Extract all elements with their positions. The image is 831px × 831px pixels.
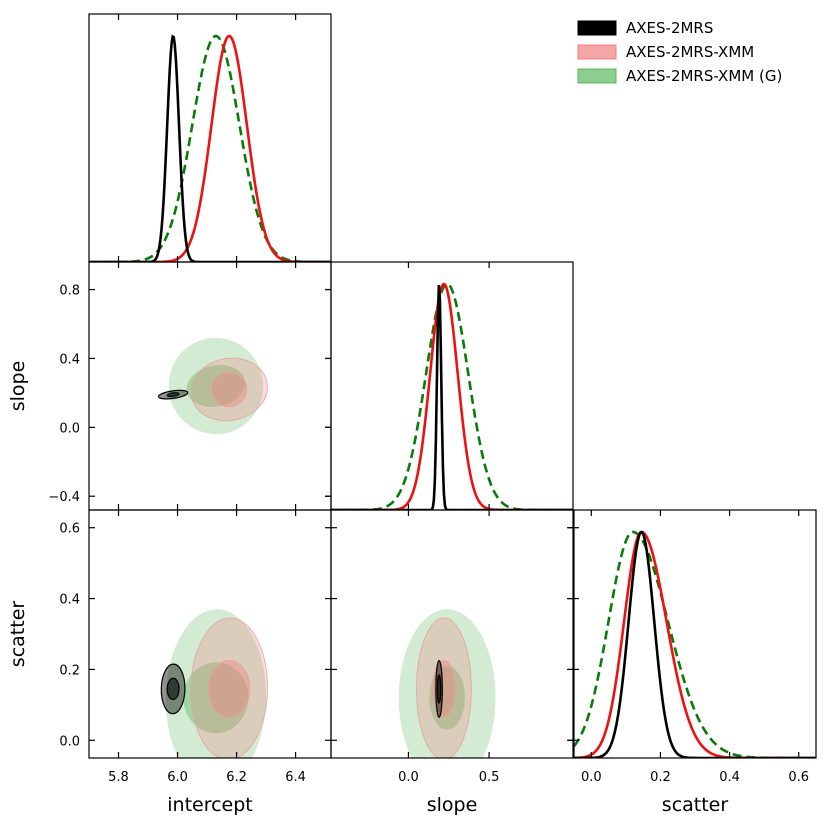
panel-frame <box>330 509 574 759</box>
y-tick-label-scatter: 0.0 <box>59 734 80 749</box>
contour-1sigma-axes-2mrs-xmm-g- <box>186 364 246 408</box>
contour-2sigma-axes-2mrs-xmm <box>190 617 268 758</box>
panel-frame <box>573 509 817 759</box>
x-tick-label-intercept: 5.8 <box>108 770 129 785</box>
panel-scatter-vs-slope <box>398 609 496 758</box>
legend-swatch <box>577 44 617 60</box>
y-tick-label-slope: −0.4 <box>48 490 80 505</box>
x-axis-label-intercept: intercept <box>167 794 253 816</box>
contour-2sigma-axes-2mrs-xmm-g- <box>165 609 267 758</box>
x-tick-label-scatter: 0.0 <box>581 770 602 785</box>
pdf-line-axes-2mrs <box>574 530 816 758</box>
legend-entry-label: AXES-2MRS-XMM (G) <box>626 67 782 85</box>
y-tick-label-slope: 0.4 <box>59 352 80 367</box>
y-tick-label-scatter: 0.6 <box>59 522 80 537</box>
legend-entry-label: AXES-2MRS <box>626 19 713 37</box>
x-tick-label-intercept: 6.4 <box>285 770 306 785</box>
panel-1d-scatter <box>574 530 816 758</box>
pdf-line-axes-2mrs-xmm-g- <box>574 530 816 758</box>
contour-2sigma-axes-2mrs-xmm <box>416 617 472 758</box>
x-tick-label-intercept: 6.0 <box>167 770 188 785</box>
contour-2sigma-axes-2mrs-xmm-g- <box>168 337 264 435</box>
y-tick-label-scatter: 0.4 <box>59 593 80 608</box>
contour-1sigma-axes-2mrs-xmm-g- <box>183 662 249 734</box>
x-tick-label-scatter: 0.2 <box>650 770 671 785</box>
pdf-line-axes-2mrs-xmm <box>89 34 331 262</box>
panel-scatter-vs-intercept <box>160 609 268 758</box>
x-tick-label-scatter: 0.6 <box>788 770 809 785</box>
panel-slope-vs-intercept <box>157 337 268 435</box>
x-axis-label-slope: slope <box>427 794 478 816</box>
contour-2sigma-axes-2mrs-xmm <box>190 357 268 422</box>
pdf-line-axes-2mrs-xmm <box>574 530 816 758</box>
x-tick-label-intercept: 6.2 <box>226 770 247 785</box>
y-axis-label-slope: slope <box>7 361 29 412</box>
contour-1sigma-axes-2mrs <box>166 392 180 398</box>
panel-1d-slope <box>331 282 573 510</box>
x-tick-label-slope: 0.0 <box>398 770 419 785</box>
y-tick-label-scatter: 0.2 <box>59 663 80 678</box>
y-tick-label-slope: 0.0 <box>59 421 80 436</box>
x-tick-label-slope: 0.5 <box>479 770 500 785</box>
panel-frame <box>330 261 574 511</box>
x-tick-label-scatter: 0.4 <box>719 770 740 785</box>
panel-1d-intercept <box>89 34 331 262</box>
pdf-line-axes-2mrs <box>89 34 331 262</box>
contour-1sigma-axes-2mrs-xmm <box>432 660 456 718</box>
x-axis-label-scatter: scatter <box>662 794 729 816</box>
y-axis-label-scatter: scatter <box>7 601 29 668</box>
pdf-line-axes-2mrs-xmm <box>331 282 573 510</box>
contour-1sigma-axes-2mrs <box>436 674 442 704</box>
contour-2sigma-axes-2mrs-xmm-g- <box>398 609 496 758</box>
contour-1sigma-axes-2mrs <box>166 677 180 701</box>
legend: AXES-2MRS AXES-2MRS-XMM AXES-2MRS-XMM (G) <box>577 19 782 85</box>
legend-swatch <box>577 20 617 36</box>
legend-entry-label: AXES-2MRS-XMM <box>626 43 754 61</box>
y-tick-label-slope: 0.8 <box>59 284 80 299</box>
contour-1sigma-axes-2mrs-xmm <box>211 371 248 408</box>
legend-swatch <box>577 68 617 84</box>
pdf-line-axes-2mrs-xmm-g- <box>89 34 331 262</box>
contour-1sigma-axes-2mrs-xmm <box>208 660 251 718</box>
